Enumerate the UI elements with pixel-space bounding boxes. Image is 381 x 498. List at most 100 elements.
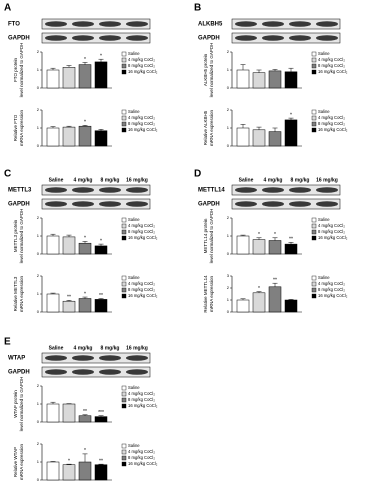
legend-swatch xyxy=(121,397,127,403)
legend-label: 8 mg/kg CoCl₂ xyxy=(128,63,155,68)
legend-swatch xyxy=(121,127,127,133)
y-tick-label: 1 xyxy=(37,67,40,72)
significance-mark: * xyxy=(290,112,292,118)
lane-header: Saline xyxy=(239,177,254,183)
blot-band xyxy=(126,35,148,41)
legend-swatch xyxy=(311,115,317,121)
lane-header: Saline xyxy=(49,345,64,351)
significance-mark: ** xyxy=(83,409,87,415)
y-axis-label: METTL3 protein xyxy=(13,219,18,252)
lane-header: 16 mg/kg xyxy=(126,177,148,183)
bar xyxy=(94,299,108,313)
legend-swatch xyxy=(121,121,127,127)
legend-swatch xyxy=(121,51,127,57)
bar xyxy=(252,129,266,147)
panel-letter: E xyxy=(4,337,11,348)
y-axis-label: level normalized to GAPDH xyxy=(209,43,214,98)
bar xyxy=(46,69,60,89)
blot-band xyxy=(99,355,121,361)
error-bar xyxy=(240,234,246,236)
lane-header: 8 mg/kg xyxy=(291,177,310,183)
blot-strip xyxy=(41,366,151,378)
error-bar xyxy=(50,401,56,404)
blot-band xyxy=(72,21,94,27)
blot-band xyxy=(45,369,67,375)
y-tick-label: 0 xyxy=(227,85,230,90)
y-tick-label: 2 xyxy=(227,215,230,220)
blot-band xyxy=(45,201,67,207)
bar xyxy=(62,300,76,313)
y-axis-label: METTL14 protein xyxy=(203,218,208,253)
blot-band xyxy=(99,369,121,375)
blot-band xyxy=(45,21,67,27)
legend-swatch xyxy=(121,223,127,229)
significance-mark: * xyxy=(100,54,102,60)
significance-mark: ** xyxy=(273,278,277,284)
legend-label: 8 mg/kg CoCl₂ xyxy=(318,287,345,292)
significance-mark: * xyxy=(84,448,86,454)
legend-label: 4 mg/kg CoCl₂ xyxy=(318,281,345,286)
y-axis-label: mRNA expression xyxy=(19,109,24,146)
y-tick-label: 0 xyxy=(37,251,40,256)
y-tick-label: 0 xyxy=(37,143,40,148)
y-tick-label: 0 xyxy=(37,477,40,482)
legend-label: Saline xyxy=(128,385,140,390)
significance-mark: * xyxy=(68,458,70,464)
error-bar xyxy=(256,237,262,240)
legend-swatch xyxy=(311,217,317,223)
legend-label: 4 mg/kg CoCl₂ xyxy=(318,223,345,228)
bar xyxy=(62,403,76,423)
y-axis-label: Relative ALKBH5 xyxy=(203,110,208,145)
legend-label: Saline xyxy=(128,275,140,280)
error-bar xyxy=(272,69,278,71)
y-axis-label: FTO protein xyxy=(13,58,18,82)
y-tick-label: 2 xyxy=(227,49,230,54)
protein-label: GAPDH xyxy=(198,202,220,208)
blot-band xyxy=(126,355,148,361)
bar xyxy=(46,403,60,423)
legend-label: 8 mg/kg CoCl₂ xyxy=(128,287,155,292)
y-tick-label: 0 xyxy=(227,251,230,256)
legend-label: Saline xyxy=(318,109,330,114)
bar xyxy=(252,239,266,255)
y-tick-label: 1 xyxy=(227,233,230,238)
bar xyxy=(94,245,108,255)
legend-swatch xyxy=(311,293,317,299)
bar xyxy=(78,298,92,313)
significance-mark: *** xyxy=(98,410,104,416)
bar xyxy=(268,286,282,313)
blot-band xyxy=(45,187,67,193)
legend-label: 8 mg/kg CoCl₂ xyxy=(128,455,155,460)
y-axis-label: WTAP protein xyxy=(13,390,18,418)
y-axis-label: ALKBH5 protein xyxy=(203,53,208,86)
blot-strip xyxy=(231,32,341,44)
y-axis-label: level normalized to GAPDH xyxy=(209,209,214,264)
bar xyxy=(62,126,76,147)
bar xyxy=(284,243,298,255)
bar xyxy=(284,119,298,147)
lane-header: 4 mg/kg xyxy=(74,177,93,183)
significance-mark: ** xyxy=(289,237,293,243)
error-bar xyxy=(50,126,56,128)
blot-band xyxy=(289,21,311,27)
legend-label: 16 mg/kg CoCl₂ xyxy=(318,127,348,132)
lane-header: 8 mg/kg xyxy=(101,345,120,351)
significance-mark: ** xyxy=(99,458,103,464)
error-bar xyxy=(240,298,246,300)
legend-swatch xyxy=(121,69,127,75)
legend-label: 4 mg/kg CoCl₂ xyxy=(128,391,155,396)
bar xyxy=(236,235,250,255)
legend-swatch xyxy=(121,449,127,455)
bar xyxy=(94,464,108,481)
legend-label: 8 mg/kg CoCl₂ xyxy=(128,229,155,234)
bar xyxy=(62,464,76,481)
y-tick-label: 2 xyxy=(37,49,40,54)
bar xyxy=(236,299,250,313)
bar xyxy=(252,72,266,89)
lane-header: 16 mg/kg xyxy=(316,177,338,183)
legend-label: 4 mg/kg CoCl₂ xyxy=(128,449,155,454)
bar xyxy=(236,69,250,89)
legend-label: 8 mg/kg CoCl₂ xyxy=(128,397,155,402)
error-bar xyxy=(98,298,104,300)
